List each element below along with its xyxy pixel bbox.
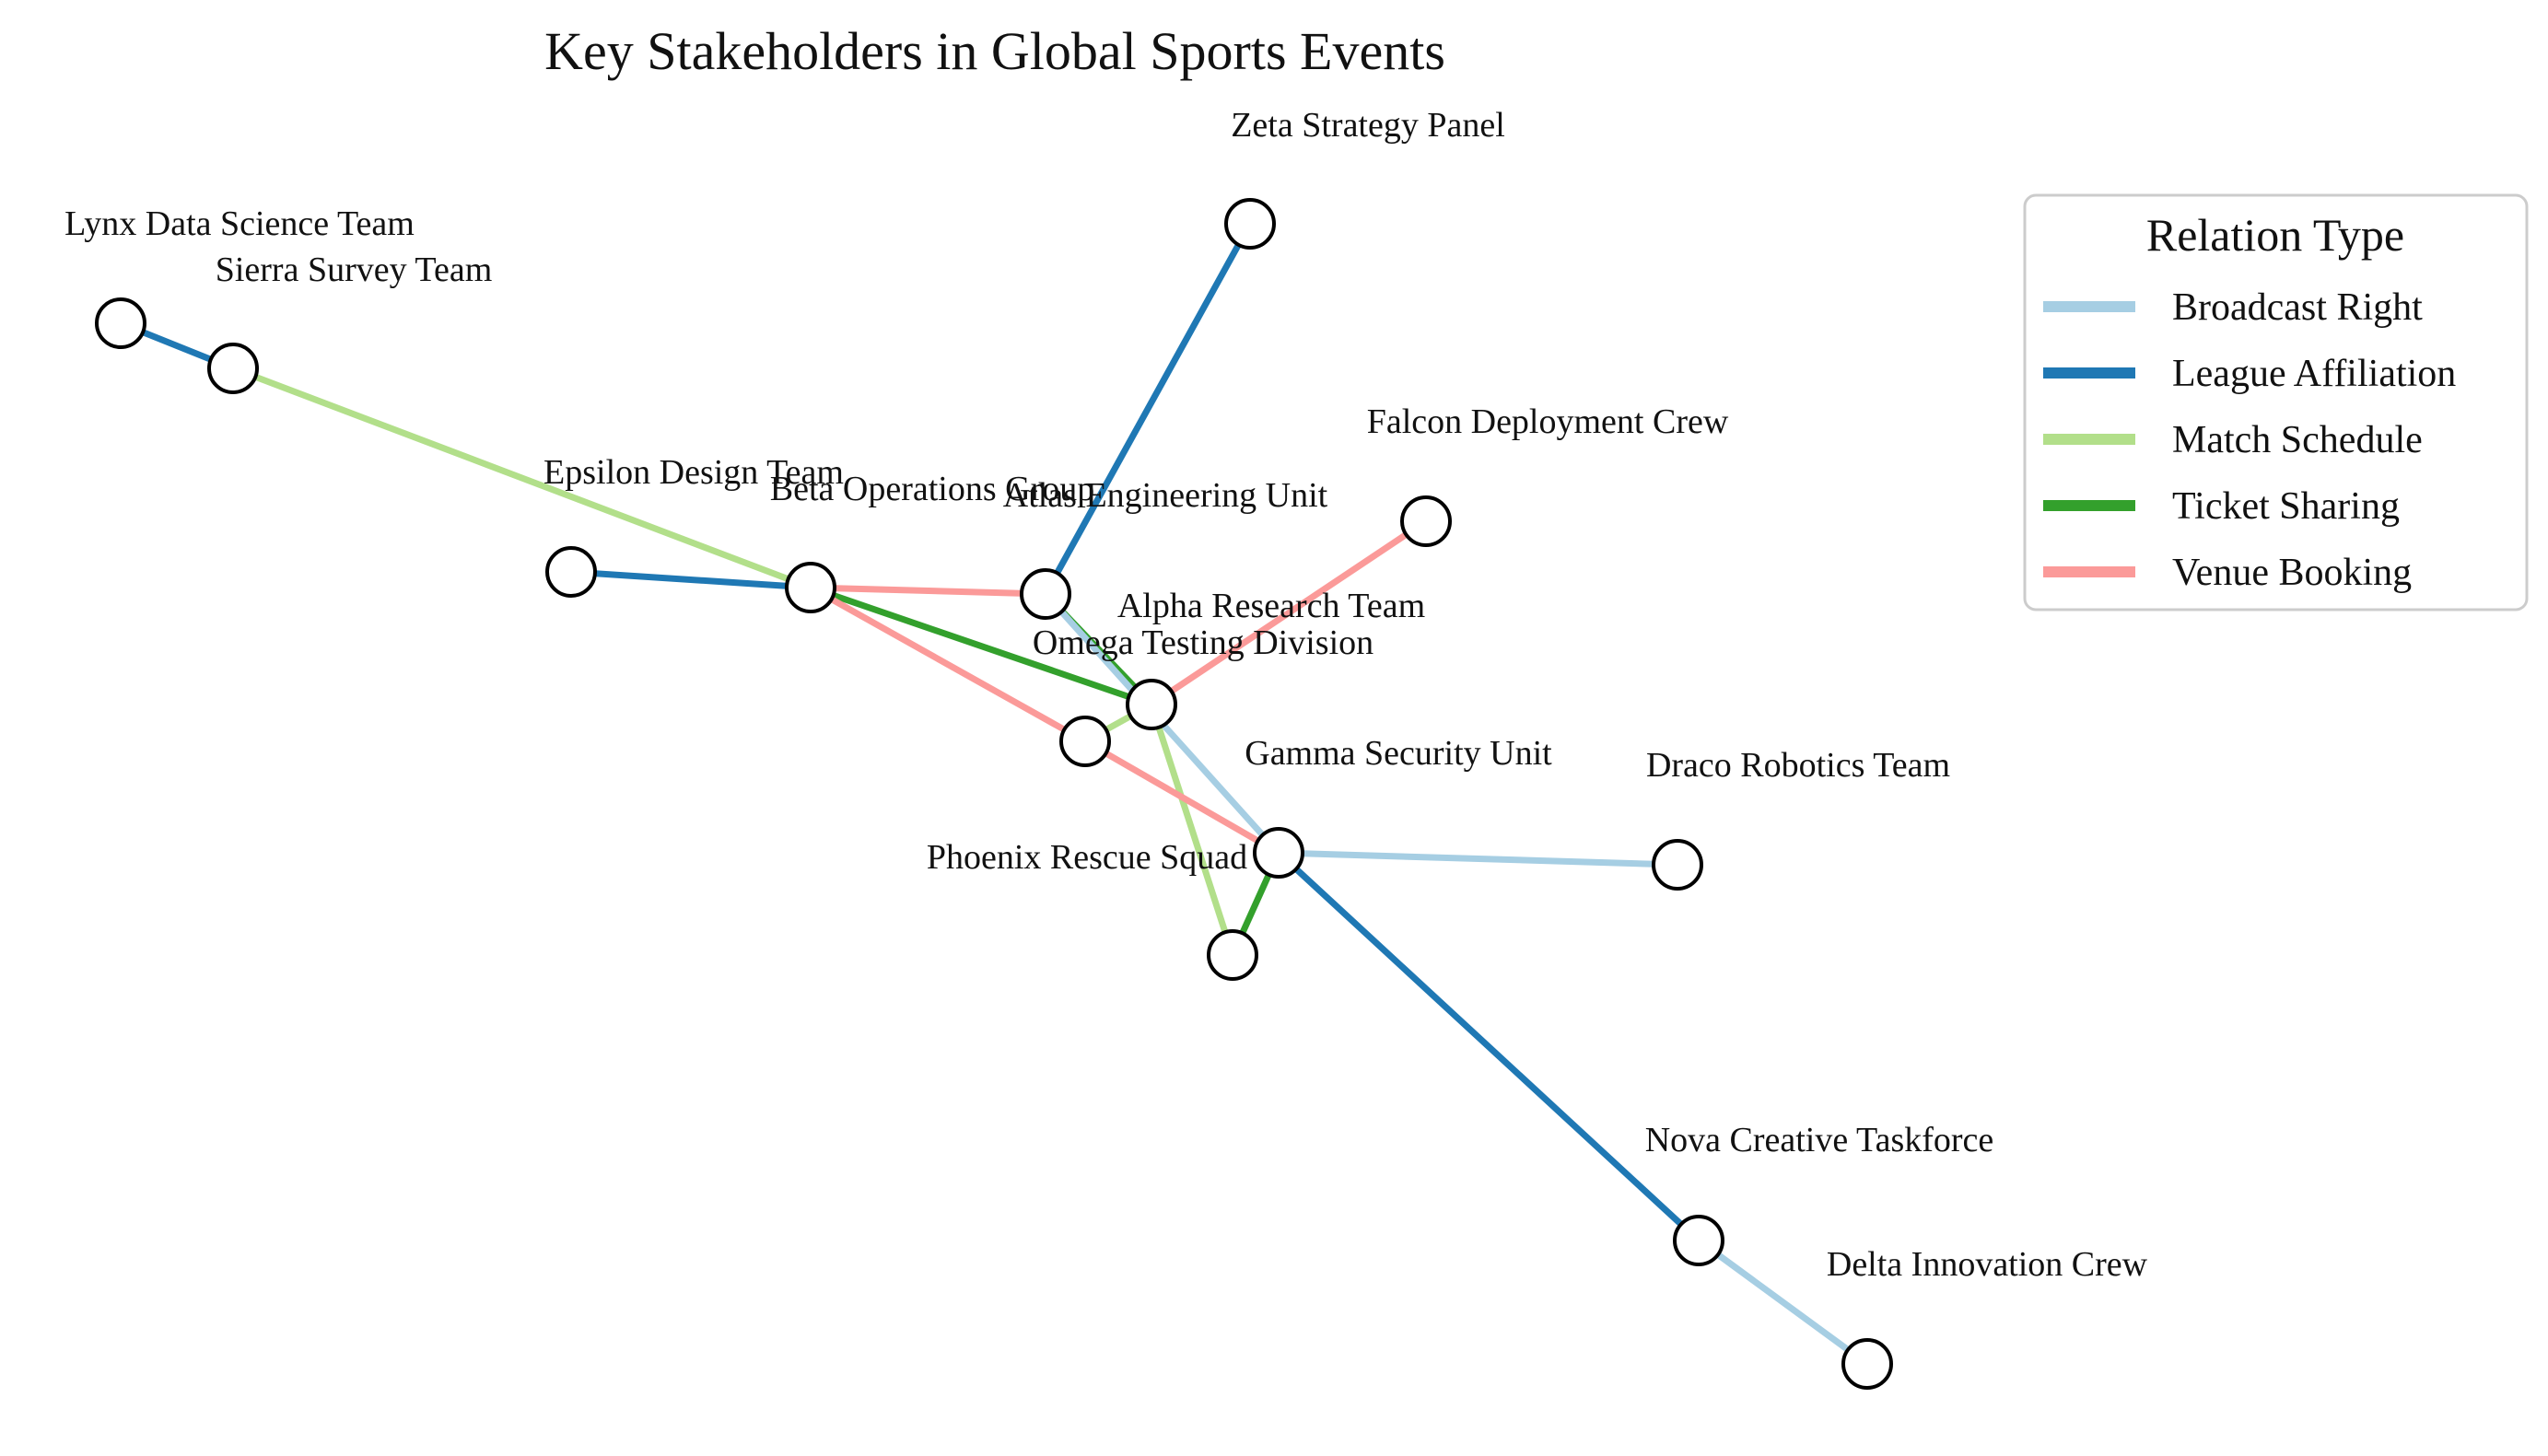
edge-gamma-draco [1278,849,1678,868]
legend-title: Relation Type [2146,209,2404,261]
legend-label-match: Match Schedule [2172,419,2423,461]
node-label-lynx: Lynx Data Science Team [64,204,415,243]
node-label-falcon: Falcon Deployment Crew [1367,402,1729,441]
legend-label-league: League Affiliation [2172,353,2456,395]
legend: Relation Type Broadcast Right League Affi… [2023,193,2529,612]
edge-atlas-zeta [1042,222,1254,596]
node-omega[interactable] [1059,716,1111,767]
node-label-draco: Draco Robotics Team [1646,746,1950,785]
node-label-alpha: Alpha Research Team [1117,587,1425,625]
labels-layer: Lynx Data Science Team Sierra Survey Team… [64,106,2148,1284]
node-beta[interactable] [785,562,836,613]
node-label-phoenix: Phoenix Rescue Squad [927,838,1247,877]
edge-gamma-nova [1276,850,1701,1243]
node-label-atlas: Atlas Engineering Unit [1003,476,1328,515]
node-gamma[interactable] [1253,827,1304,879]
diagram-title: Key Stakeholders in Global Sports Events [544,21,1445,81]
edge-beta-atlas [810,584,1046,598]
node-delta[interactable] [1841,1338,1893,1390]
node-label-nova: Nova Creative Taskforce [1645,1121,1994,1159]
edge-alpha-phoenix [1148,703,1236,957]
node-epsilon[interactable] [545,546,597,598]
legend-box [2023,193,2529,612]
node-falcon[interactable] [1400,495,1452,547]
edges-layer [119,222,1870,1367]
edge-sierra-beta [231,365,812,591]
legend-label-venue: Venue Booking [2172,552,2412,594]
node-label-delta: Delta Innovation Crew [1827,1245,2148,1284]
node-atlas[interactable] [1020,568,1071,620]
node-label-beta: Beta Operations Group [770,470,1094,508]
node-nova[interactable] [1673,1215,1724,1266]
edge-nova-delta [1696,1238,1870,1367]
node-draco[interactable] [1652,839,1703,891]
node-lynx[interactable] [95,297,146,349]
edge-omega-gamma [1083,738,1280,856]
nodes-layer [95,198,1893,1390]
legend-label-broadcast: Broadcast Right [2172,286,2423,329]
node-label-omega: Omega Testing Division [1033,623,1373,662]
node-zeta[interactable] [1224,198,1276,250]
legend-label-ticket: Ticket Sharing [2172,485,2400,528]
node-sierra[interactable] [207,343,259,394]
node-phoenix[interactable] [1207,929,1258,981]
node-label-epsilon: Epsilon Design Team [543,453,844,492]
edge-alpha-falcon [1150,518,1428,707]
edge-beta-omega [809,584,1087,745]
node-label-zeta: Zeta Strategy Panel [1231,106,1505,145]
edge-epsilon-beta [570,568,812,591]
node-label-gamma: Gamma Security Unit [1245,734,1552,773]
node-label-sierra: Sierra Survey Team [216,250,493,289]
edge-beta-alpha [809,584,1153,708]
node-alpha[interactable] [1126,679,1177,730]
